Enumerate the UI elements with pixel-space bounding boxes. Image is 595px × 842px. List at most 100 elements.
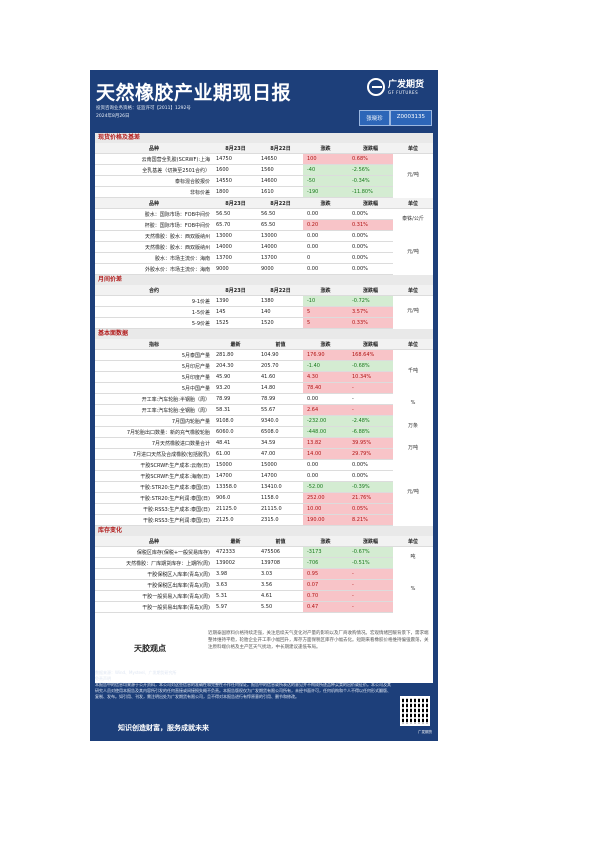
- cup-cell-name: 天然橡胶：胶水：西双版纳州: [95, 231, 213, 242]
- cup-cell-change-pct: 0.31%: [348, 220, 393, 231]
- inv-cell-name: 干胶保税区出库率(青岛)(周): [95, 580, 213, 591]
- spread-row: 9-1价差 1390 1380 -10 -0.72%: [95, 296, 433, 307]
- cup-cell-change-pct: 0.00%: [348, 242, 393, 253]
- inv-cell-change: 0.47: [303, 602, 348, 613]
- fund-cell-name: 7月轮胎出口数量：新的充气橡胶轮胎: [95, 427, 213, 438]
- spot-header-row: 品种 8月23日 8月22日 涨跌 涨跌幅 单位: [95, 143, 433, 154]
- cup-cell-change: 0.00: [303, 231, 348, 242]
- qr-code-icon: [400, 696, 430, 726]
- analyst-name: 张晓珍: [359, 110, 390, 126]
- spot-cell-latest: 14550: [213, 176, 258, 187]
- fund-cell-change-pct: 39.95%: [348, 438, 393, 449]
- spread-header-cell: 8月22日: [258, 285, 303, 296]
- fund-cell-latest: 13358.0: [213, 482, 258, 493]
- fund-cell-latest: 2125.0: [213, 515, 258, 526]
- spot-cell-name: 全乳基差（切换至2501合约）: [95, 165, 213, 176]
- spot-header-cell: 品种: [95, 143, 213, 154]
- cup-cell-latest: 56.50: [213, 209, 258, 220]
- inv-unit-label: %: [395, 586, 431, 592]
- spot-row: 非标价差 1800 1610 -190 -11.80%: [95, 187, 433, 198]
- fund-cell-change: -1.40: [303, 361, 348, 372]
- logo-icon: [367, 78, 385, 96]
- fund-cell-latest: 48.41: [213, 438, 258, 449]
- spread-row: 5-9价差 1525 1520 5 0.33%: [95, 318, 433, 329]
- fund-unit-label: 万条: [395, 422, 431, 429]
- license-line: 投资咨询业务资格：证监许可【2011】1292号: [96, 105, 191, 113]
- fund-cell-previous: 205.70: [258, 361, 303, 372]
- cup-cell-previous: 14000: [258, 242, 303, 253]
- spread-row: 1-5价差 145 140 5 3.57%: [95, 307, 433, 318]
- report-date: 2024年8月26日: [96, 113, 191, 121]
- fund-cell-change-pct: -2.48%: [348, 416, 393, 427]
- fund-cell-previous: 47.00: [258, 449, 303, 460]
- fund-header-cell: 涨跌: [303, 339, 348, 350]
- fund-cell-change-pct: 168.64%: [348, 350, 393, 361]
- inv-cell-latest: 472333: [213, 547, 258, 558]
- fund-cell-change: 2.64: [303, 405, 348, 416]
- fund-row: 7月进口天然及合成橡胶(包括胶乳) 61.00 47.00 14.00 29.79%: [95, 449, 433, 460]
- fund-cell-previous: 34.59: [258, 438, 303, 449]
- fund-cell-previous: 104.90: [258, 350, 303, 361]
- company-logo: 广发期货 GF FUTURES: [367, 78, 424, 96]
- fund-cell-previous: 1158.0: [258, 493, 303, 504]
- fund-cell-latest: 6060.0: [213, 427, 258, 438]
- fund-cell-unit: [393, 504, 433, 515]
- spot-cell-change-pct: -2.56%: [348, 165, 393, 176]
- cup-row: 天然橡胶：胶水：西双版纳州 14000 14000 0.00 0.00%: [95, 242, 433, 253]
- fund-cell-unit: [393, 350, 433, 361]
- cup-cell-change: 0.20: [303, 220, 348, 231]
- spot-header-cell: 单位: [393, 143, 433, 154]
- fund-cell-previous: 21115.0: [258, 504, 303, 515]
- cup-row: 外胶水价：市场主流价：海南 9000 9000 0.00 0.00%: [95, 264, 433, 275]
- fund-cell-name: 7月天然橡胶进口数量合计: [95, 438, 213, 449]
- cup-cell-change-pct: 0.00%: [348, 231, 393, 242]
- spread-section-title: 月间价差: [95, 275, 433, 285]
- cup-header-row: 品种 8月23日 8月22日 涨跌 涨跌幅 单位: [95, 198, 433, 209]
- fund-row: 5月印尼产量 204.30 205.70 -1.40 -0.68%: [95, 361, 433, 372]
- inv-cell-latest: 5.97: [213, 602, 258, 613]
- cup-header-cell: 8月22日: [258, 198, 303, 209]
- inv-cell-change: -3173: [303, 547, 348, 558]
- fund-section: 基本面数据 指标 最新 前值 涨跌 涨跌幅 单位 5月泰国产量 281.80 104.90 176.…: [95, 329, 433, 526]
- inv-cell-name: 天然橡胶：厂库期货库存：上期所(周): [95, 558, 213, 569]
- spread-cell-previous: 140: [258, 307, 303, 318]
- inv-cell-name: 干胶一般贸易入库率(青岛)(周): [95, 591, 213, 602]
- spread-cell-change-pct: 3.57%: [348, 307, 393, 318]
- cup-cell-change: 0.00: [303, 264, 348, 275]
- fund-row: 干胶:STR20:生产成本:泰国(日) 13358.0 13410.0 -52.00-…: [95, 482, 433, 493]
- fund-cell-change: 4.30: [303, 372, 348, 383]
- fund-cell-latest: 9108.0: [213, 416, 258, 427]
- spot-unit-label: 元/吨: [395, 171, 431, 178]
- fund-cell-previous: 14.80: [258, 383, 303, 394]
- fund-row: 开工率:汽车轮胎:全钢胎（周） 58.31 55.67 2.64-: [95, 405, 433, 416]
- cup-cell-latest: 13000: [213, 231, 258, 242]
- fund-cell-change-pct: -0.68%: [348, 361, 393, 372]
- fund-cell-previous: 6508.0: [258, 427, 303, 438]
- fund-cell-name: 干胶:RSS3:生产利润:泰国(日): [95, 515, 213, 526]
- fund-cell-change-pct: 0.00%: [348, 460, 393, 471]
- fund-cell-change: 176.90: [303, 350, 348, 361]
- fund-cell-unit: [393, 515, 433, 526]
- fund-unit-label: 元/吨: [395, 488, 431, 495]
- fund-cell-latest: 78.99: [213, 394, 258, 405]
- fund-cell-previous: 15000: [258, 460, 303, 471]
- fund-cell-change: 78.40: [303, 383, 348, 394]
- cup-cell-name: 胶水：国际市场：FOB中间价: [95, 209, 213, 220]
- spot-cell-unit: [393, 187, 433, 198]
- spread-cell-name: 9-1价差: [95, 296, 213, 307]
- qr-caption: 广发期货: [418, 730, 432, 735]
- inv-header-cell: 品种: [95, 536, 213, 547]
- fund-cell-change-pct: 8.21%: [348, 515, 393, 526]
- cup-cell-unit: [393, 231, 433, 242]
- spot-header-cell: 涨跌: [303, 143, 348, 154]
- fund-row: 7月轮胎出口数量：新的充气橡胶轮胎 6060.0 6508.0 -448.00 -6.8…: [95, 427, 433, 438]
- report-title: 天然橡胶产业期现日报: [96, 78, 291, 105]
- spot-cell-change: -190: [303, 187, 348, 198]
- fund-cell-change-pct: 21.76%: [348, 493, 393, 504]
- spread-cell-unit: [393, 296, 433, 307]
- inv-section: 库存变化 品种 最新 前值 涨跌 涨跌幅 单位 保税区库存(保税+一般贸易库存) 472333 4…: [95, 526, 433, 613]
- fund-header-cell: 单位: [393, 339, 433, 350]
- cup-header-cell: 品种: [95, 198, 213, 209]
- cup-cell-unit: [393, 264, 433, 275]
- report-meta: 投资咨询业务资格：证监许可【2011】1292号 2024年8月26日: [96, 105, 191, 121]
